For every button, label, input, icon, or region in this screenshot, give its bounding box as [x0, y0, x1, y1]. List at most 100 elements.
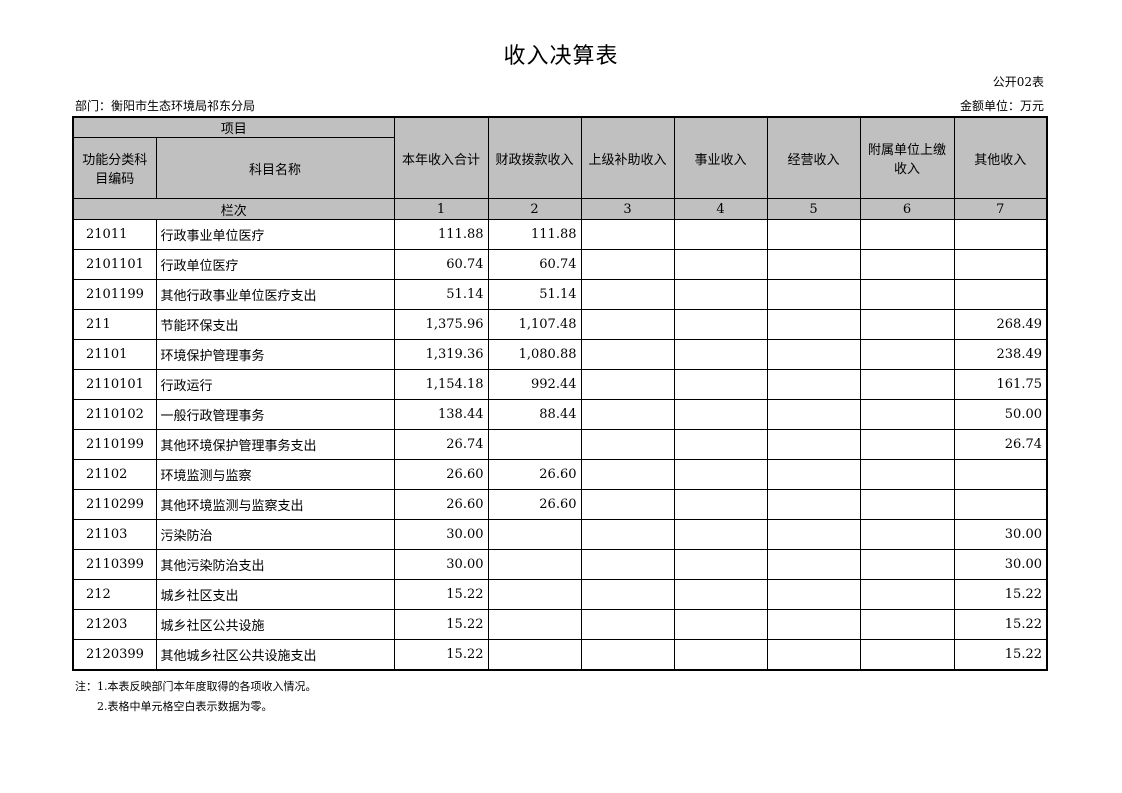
note: 2.表格中单元格空白表示数据为零。 — [97, 700, 273, 713]
row-code: 212 — [72, 579, 157, 610]
col-number: 6 — [859, 198, 955, 220]
row-value: 15.22 — [393, 609, 489, 640]
row-value — [859, 609, 955, 640]
table-row: 2101199 其他行政事业单位医疗支出 51.14 51.14 — [72, 279, 1048, 310]
row-value — [859, 309, 955, 340]
row-value — [859, 639, 955, 671]
header-col: 其他收入 — [953, 116, 1048, 199]
row-value — [953, 219, 1048, 250]
col-number: 7 — [953, 198, 1048, 220]
row-value: 26.60 — [487, 489, 582, 520]
row-value — [766, 609, 861, 640]
table-row: 212 城乡社区支出 15.22 15.22 — [72, 579, 1048, 610]
row-name: 环境监测与监察 — [155, 459, 395, 490]
row-value — [859, 339, 955, 370]
row-value: 1,375.96 — [393, 309, 489, 340]
row-name: 其他行政事业单位医疗支出 — [155, 279, 395, 310]
row-value: 26.60 — [487, 459, 582, 490]
row-name: 其他环境保护管理事务支出 — [155, 429, 395, 460]
row-value: 111.88 — [393, 219, 489, 250]
row-code: 2101101 — [72, 249, 157, 280]
row-value: 15.22 — [393, 579, 489, 610]
row-value — [766, 489, 861, 520]
row-value — [580, 459, 675, 490]
row-value: 15.22 — [953, 639, 1048, 671]
row-name: 城乡社区公共设施 — [155, 609, 395, 640]
header-row-index: 栏次 — [72, 198, 395, 220]
row-name: 其他污染防治支出 — [155, 549, 395, 580]
row-value — [766, 429, 861, 460]
row-value — [766, 579, 861, 610]
row-name: 一般行政管理事务 — [155, 399, 395, 430]
table-row: 21011 行政事业单位医疗 111.88 111.88 — [72, 219, 1048, 250]
row-value — [953, 489, 1048, 520]
row-value — [580, 489, 675, 520]
income-table: 项目 本年收入合计 财政拨款收入 上级补助收入 事业收入 经营收入 附属单位上缴… — [72, 116, 1048, 671]
row-value: 238.49 — [953, 339, 1048, 370]
row-value — [673, 249, 768, 280]
header-name: 科目名称 — [155, 137, 395, 199]
row-value — [859, 489, 955, 520]
row-value: 26.60 — [393, 489, 489, 520]
row-name: 节能环保支出 — [155, 309, 395, 340]
table-code: 公开02表 — [992, 75, 1044, 89]
row-value: 88.44 — [487, 399, 582, 430]
row-value — [673, 609, 768, 640]
table-row: 21203 城乡社区公共设施 15.22 15.22 — [72, 609, 1048, 640]
row-name: 行政事业单位医疗 — [155, 219, 395, 250]
row-value: 26.60 — [393, 459, 489, 490]
table-row: 2110399 其他污染防治支出 30.00 30.00 — [72, 549, 1048, 580]
row-code: 21101 — [72, 339, 157, 370]
row-value — [673, 579, 768, 610]
row-code: 2110102 — [72, 399, 157, 430]
row-value — [580, 369, 675, 400]
row-value — [580, 399, 675, 430]
col-number: 4 — [673, 198, 768, 220]
row-value — [673, 339, 768, 370]
row-value — [859, 279, 955, 310]
row-value — [859, 519, 955, 550]
header-col: 事业收入 — [673, 116, 768, 199]
table-row: 2110199 其他环境保护管理事务支出 26.74 26.74 — [72, 429, 1048, 460]
row-value: 30.00 — [393, 519, 489, 550]
row-value — [766, 459, 861, 490]
row-value — [580, 609, 675, 640]
row-code: 21203 — [72, 609, 157, 640]
row-value — [487, 429, 582, 460]
table-row: 2101101 行政单位医疗 60.74 60.74 — [72, 249, 1048, 280]
row-value — [580, 339, 675, 370]
row-value: 15.22 — [953, 579, 1048, 610]
row-code: 2110299 — [72, 489, 157, 520]
row-code: 21103 — [72, 519, 157, 550]
row-value — [766, 219, 861, 250]
row-name: 其他环境监测与监察支出 — [155, 489, 395, 520]
header-col: 上级补助收入 — [580, 116, 675, 199]
row-value — [673, 429, 768, 460]
row-value: 60.74 — [393, 249, 489, 280]
row-value — [859, 579, 955, 610]
header-code: 功能分类科目编码 — [72, 137, 157, 199]
row-value — [673, 399, 768, 430]
row-value — [580, 219, 675, 250]
header-col: 财政拨款收入 — [487, 116, 582, 199]
row-name: 污染防治 — [155, 519, 395, 550]
header-col: 本年收入合计 — [393, 116, 489, 199]
row-value — [766, 249, 861, 280]
col-number: 5 — [766, 198, 861, 220]
row-value — [766, 309, 861, 340]
row-value — [859, 429, 955, 460]
row-value: 1,154.18 — [393, 369, 489, 400]
table-row: 2110101 行政运行 1,154.18 992.44 161.75 — [72, 369, 1048, 400]
header-col: 经营收入 — [766, 116, 861, 199]
row-code: 21011 — [72, 219, 157, 250]
table-row: 2110299 其他环境监测与监察支出 26.60 26.60 — [72, 489, 1048, 520]
unit-label: 金额单位：万元 — [959, 99, 1044, 113]
row-value: 138.44 — [393, 399, 489, 430]
row-value — [766, 339, 861, 370]
row-value — [487, 639, 582, 671]
row-code: 2110199 — [72, 429, 157, 460]
row-value: 161.75 — [953, 369, 1048, 400]
row-value — [859, 249, 955, 280]
col-number: 3 — [580, 198, 675, 220]
row-value — [487, 549, 582, 580]
